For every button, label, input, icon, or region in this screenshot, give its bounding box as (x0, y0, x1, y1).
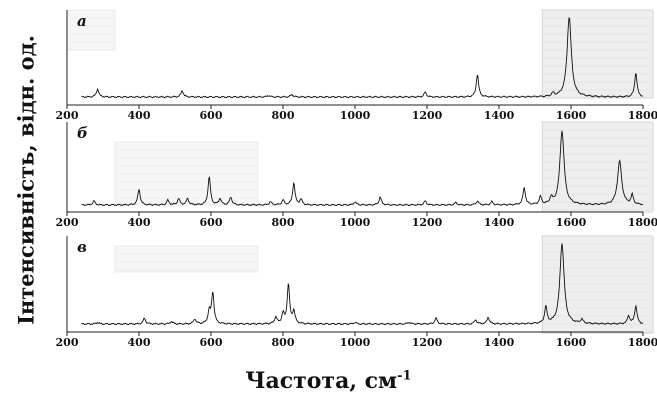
x-tick-label: 400 (128, 109, 151, 122)
spectrum-line (81, 243, 644, 326)
x-tick-label: 600 (200, 336, 223, 349)
y-axis-title: Інтенсивність, відн. од. (4, 0, 48, 360)
panel-label: а (77, 12, 87, 30)
x-tick-label: 1800 (628, 336, 657, 349)
x-tick-label: 1200 (412, 336, 443, 349)
x-tick-label: 400 (128, 336, 151, 349)
x-tick-label: 800 (272, 336, 295, 349)
highlight-region (541, 235, 654, 334)
x-tick-label: 600 (200, 109, 223, 122)
x-tick-label: 1600 (556, 336, 587, 349)
x-axis-unit-exponent: -1 (397, 368, 412, 384)
x-axis-title: Частота, см-1 (0, 368, 657, 394)
x-tick-label: 1400 (484, 336, 515, 349)
x-tick-label: 1600 (556, 109, 587, 122)
x-tick-label: 200 (56, 336, 79, 349)
x-tick-label: 1000 (340, 216, 371, 229)
x-tick-label: 600 (200, 216, 223, 229)
panel-3: 200 400 600 800 1000 1200 1400 1600 1800 в (56, 235, 657, 349)
y-axis-title-text: Інтенсивність, відн. од. (13, 35, 39, 325)
highlight-region (541, 121, 654, 213)
panel-1: 200 400 600 800 1000 1200 1400 1600 1800 а (56, 9, 657, 122)
x-axis-title-text: Частота, см (245, 368, 398, 394)
x-tick-label: 1600 (556, 216, 587, 229)
panel-label: в (77, 238, 87, 256)
x-tick-label: 1200 (412, 216, 443, 229)
x-tick-label: 800 (272, 216, 295, 229)
x-tick-label: 400 (128, 216, 151, 229)
spectrum-line (81, 17, 644, 99)
x-tick-label: 1400 (484, 216, 515, 229)
x-tick-label: 800 (272, 109, 295, 122)
panel-2: 200 400 600 800 1000 1200 1400 1600 1800 б (56, 121, 657, 229)
inset-region (114, 245, 259, 273)
x-tick-label: 1000 (340, 336, 371, 349)
inset-region (66, 9, 116, 51)
x-tick-label: 200 (56, 109, 79, 122)
x-tick-label: 1200 (412, 109, 443, 122)
spectrum-line (81, 130, 644, 207)
x-tick-label: 200 (56, 216, 79, 229)
panel-label: б (77, 124, 88, 142)
inset-region (114, 141, 259, 206)
x-tick-label: 1800 (628, 109, 657, 122)
x-tick-label: 1400 (484, 109, 515, 122)
x-tick-label: 1000 (340, 109, 371, 122)
x-tick-label: 1800 (628, 216, 657, 229)
highlight-region (541, 9, 654, 99)
